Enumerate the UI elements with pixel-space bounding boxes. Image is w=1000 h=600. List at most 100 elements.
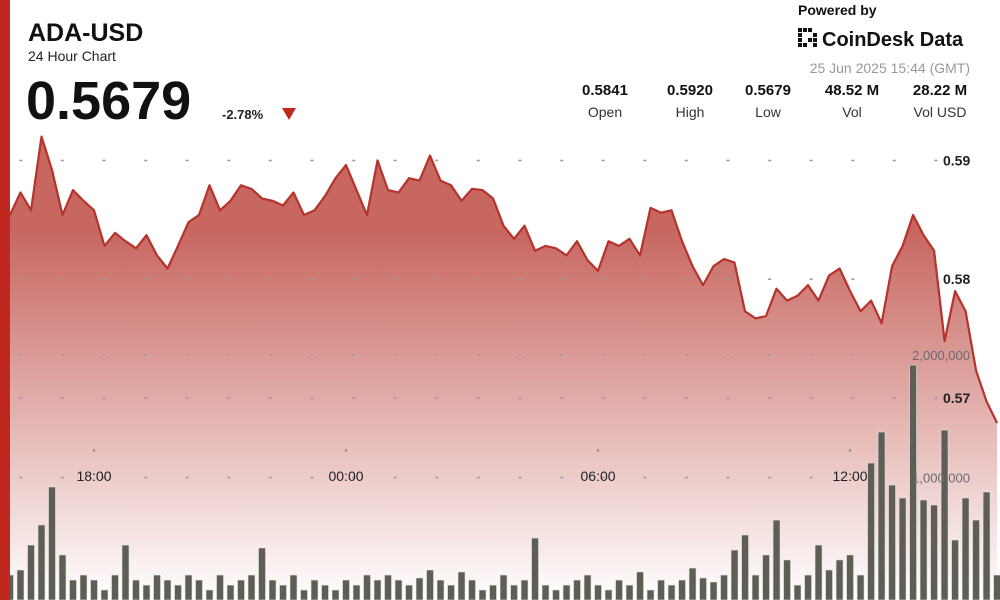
y-tick-label: 0.59 bbox=[943, 152, 970, 168]
volume-bar bbox=[258, 547, 266, 600]
stat-label: High bbox=[676, 104, 705, 120]
volume-bar bbox=[982, 491, 991, 600]
volume-bar bbox=[16, 569, 25, 600]
volume-bar bbox=[520, 579, 529, 600]
volume-bar bbox=[174, 584, 182, 600]
volume-bar bbox=[877, 431, 886, 600]
volume-bar bbox=[447, 584, 455, 600]
volume-bar bbox=[531, 537, 539, 600]
x-tick-label: 18:00 bbox=[76, 468, 111, 484]
volume-bar bbox=[153, 574, 161, 600]
y-tick-label: 0.57 bbox=[943, 390, 970, 406]
volume-bar bbox=[37, 524, 46, 600]
volume-bar bbox=[615, 579, 623, 600]
volume-bar bbox=[90, 579, 98, 600]
volume-bar bbox=[898, 497, 907, 600]
accent-bar bbox=[0, 0, 10, 600]
volume-bar bbox=[58, 554, 67, 600]
plot-area: 0.57 0.58 0.59 1,000,000 2,000,000 18:00 00:00… bbox=[6, 135, 1000, 600]
volume-bar bbox=[499, 574, 508, 600]
volume-bar bbox=[856, 574, 865, 600]
line-layer bbox=[9, 135, 999, 424]
stat-value: 48.52 M bbox=[825, 82, 879, 99]
volume-bar bbox=[363, 574, 371, 600]
volume-bar bbox=[646, 589, 655, 600]
volume-bar bbox=[667, 584, 676, 600]
volume-bar bbox=[226, 584, 235, 600]
price-line bbox=[9, 135, 999, 424]
volume-bar bbox=[919, 499, 928, 600]
volume-bar bbox=[604, 589, 613, 600]
volume-bar bbox=[184, 574, 193, 600]
volume-bar bbox=[699, 577, 707, 600]
current-price: 0.5679 bbox=[26, 71, 191, 131]
volume-bar bbox=[111, 574, 119, 600]
volume-bar bbox=[331, 589, 340, 600]
volume-bar bbox=[762, 554, 770, 600]
volume-bar bbox=[846, 554, 854, 600]
volume-bar bbox=[163, 579, 172, 600]
volume-bar bbox=[321, 584, 329, 600]
x-tick-label: 12:00 bbox=[833, 468, 868, 484]
down-arrow bbox=[282, 108, 296, 120]
volume-bar bbox=[468, 579, 476, 600]
volume-bar bbox=[310, 579, 319, 600]
volume-bar bbox=[69, 579, 77, 600]
volume-bar bbox=[247, 574, 256, 600]
volume-bar bbox=[772, 519, 781, 600]
volume-bar bbox=[132, 579, 140, 600]
volume-bar bbox=[720, 574, 728, 600]
volume-bar bbox=[195, 579, 203, 600]
volume-bar bbox=[478, 589, 487, 600]
stat-value: 28.22 M bbox=[913, 82, 967, 99]
volume-bar bbox=[961, 497, 970, 600]
volume-bar bbox=[352, 584, 361, 600]
volume-bar bbox=[489, 584, 497, 600]
volume-bar bbox=[688, 567, 697, 600]
volume-bar bbox=[552, 589, 560, 600]
volume-bar bbox=[825, 569, 833, 600]
volume-bar bbox=[541, 584, 550, 600]
volume-bar bbox=[510, 584, 518, 600]
volume-bar bbox=[342, 579, 350, 600]
x-tick-label: 00:00 bbox=[328, 468, 363, 484]
volume-bar bbox=[793, 584, 802, 600]
volume-bar bbox=[373, 579, 382, 600]
volume-bar bbox=[814, 544, 823, 600]
volume-bar bbox=[636, 571, 644, 600]
volume-bar bbox=[972, 519, 980, 600]
volume-bar bbox=[867, 462, 875, 600]
volume-bar bbox=[783, 559, 791, 600]
stat-value: 0.5920 bbox=[667, 82, 713, 99]
volume-bar bbox=[27, 544, 35, 600]
volume-bar bbox=[657, 579, 665, 600]
stat-label: Low bbox=[755, 104, 782, 120]
volume-bar bbox=[888, 484, 896, 600]
volume-bar bbox=[940, 429, 949, 600]
volume-bar bbox=[405, 584, 413, 600]
volume-bar bbox=[142, 584, 151, 600]
volume-bar bbox=[216, 574, 224, 600]
stat-label: Open bbox=[588, 104, 622, 120]
area-layer bbox=[10, 136, 998, 600]
volume-bar bbox=[730, 549, 739, 600]
volume-bar bbox=[415, 577, 424, 600]
volume-bar bbox=[930, 504, 938, 600]
volume-bar bbox=[751, 574, 760, 600]
volume-bar bbox=[279, 584, 287, 600]
volume-bar bbox=[268, 579, 277, 600]
stat-value: 0.5679 bbox=[745, 82, 791, 99]
volume-bar bbox=[48, 486, 56, 600]
volume-bar bbox=[562, 584, 571, 600]
volume-bar bbox=[384, 574, 392, 600]
price-change: -2.78% bbox=[222, 107, 264, 122]
stat-value: 0.5841 bbox=[582, 82, 628, 99]
volume-bar bbox=[835, 559, 844, 600]
subtitle: 24 Hour Chart bbox=[28, 48, 116, 64]
volume-bar bbox=[993, 574, 1000, 600]
volume-bar bbox=[709, 581, 718, 600]
volume-bar bbox=[594, 584, 602, 600]
volume-bar bbox=[804, 574, 812, 600]
volume-bar bbox=[573, 579, 581, 600]
